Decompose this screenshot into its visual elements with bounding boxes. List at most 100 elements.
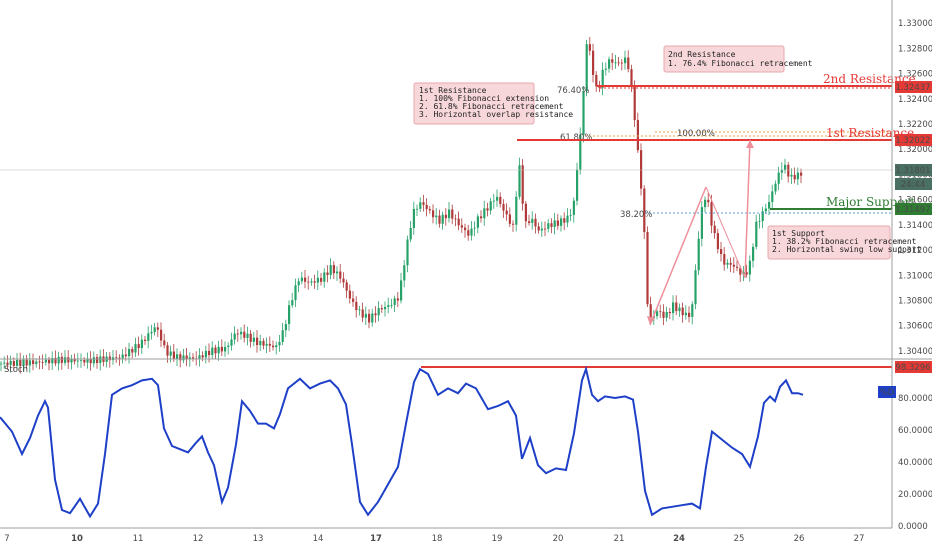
candle-body xyxy=(51,357,54,364)
price-tick-13: 1.30400 xyxy=(898,347,932,357)
candle-body xyxy=(732,264,735,267)
candle-body xyxy=(99,356,102,364)
candle-body xyxy=(256,337,259,346)
candle-body xyxy=(41,362,44,363)
second-resistance-value: 1.32437 xyxy=(895,83,930,93)
svg-text:1st Support: 1st Support xyxy=(772,229,825,238)
candle-body xyxy=(201,355,204,358)
candle-body xyxy=(86,358,89,363)
candle-body xyxy=(16,359,19,366)
candle-body xyxy=(745,272,748,275)
candle-body xyxy=(326,272,329,275)
candle-body xyxy=(752,246,755,261)
candle-body xyxy=(124,354,127,357)
candle-body xyxy=(262,340,265,346)
candle-body xyxy=(278,342,281,346)
price-tick-9: 1.31200 xyxy=(898,246,932,256)
candle-body xyxy=(716,233,719,250)
candle-body xyxy=(137,344,140,349)
candle-body xyxy=(243,331,246,338)
time-tick-2: 11 xyxy=(133,534,144,544)
candle-body xyxy=(790,174,793,177)
stoch-series-badge xyxy=(878,386,896,398)
candle-body xyxy=(294,285,297,301)
candle-body xyxy=(553,220,556,227)
candle-body xyxy=(464,227,467,231)
time-tick-1: 10 xyxy=(71,534,83,544)
stoch-series-label: %D xyxy=(880,388,895,398)
time-tick-13: 26 xyxy=(794,534,805,544)
candle-body xyxy=(396,298,399,301)
candle-body xyxy=(310,281,313,283)
stoch-tick-2: 40.0000 xyxy=(898,458,932,468)
candle-body xyxy=(537,226,540,231)
candle-body xyxy=(684,312,687,316)
last-price-value: 1.31801 xyxy=(895,166,930,176)
candle-body xyxy=(118,357,121,359)
price-axis[interactable]: 1.33000 1.32800 1.32600 1.32400 1.32200 1.320… xyxy=(878,0,932,528)
candle-body xyxy=(569,214,572,216)
price-panel[interactable]: 76.40% 61.80% 100.00% 38.20% 1st Resista… xyxy=(0,36,921,374)
candle-body xyxy=(707,199,710,203)
time-tick-7: 18 xyxy=(432,534,443,544)
candle-body xyxy=(153,327,156,332)
candle-body xyxy=(76,360,79,362)
candle-body xyxy=(496,196,499,201)
candle-body xyxy=(547,223,550,229)
candle-body xyxy=(592,50,595,75)
countdown-value: 24:44 xyxy=(901,180,926,190)
candle-body xyxy=(342,278,345,283)
candle-body xyxy=(384,307,387,310)
candle-body xyxy=(582,91,585,135)
candle-body xyxy=(576,169,579,201)
candle-body xyxy=(211,347,214,355)
stoch-tick-4: 80.0000 xyxy=(898,394,932,404)
svg-text:2. Horizontal swing low suppor: 2. Horizontal swing low support xyxy=(772,245,921,254)
candle-body xyxy=(179,354,182,361)
time-axis[interactable]: 7 10 11 12 13 14 17 18 19 20 21 24 25 26 27 xyxy=(0,527,892,544)
candle-body xyxy=(182,355,185,361)
candle-body xyxy=(531,218,534,223)
candle-body xyxy=(144,339,147,341)
price-tick-1: 1.32800 xyxy=(898,44,932,54)
stoch-panel[interactable]: Stoch 0.0000 20.0000 40.0000 60.0000 80.0000 xyxy=(0,365,932,532)
fib-label-61: 61.80% xyxy=(560,133,592,143)
candle-body xyxy=(208,350,211,355)
candle-body xyxy=(96,357,99,364)
candle-body xyxy=(710,202,713,226)
candle-body xyxy=(560,218,563,226)
candle-body xyxy=(329,265,332,275)
candle-body xyxy=(233,333,236,340)
candle-body xyxy=(528,221,531,223)
price-tick-2: 1.32600 xyxy=(898,70,932,80)
candle-body xyxy=(163,340,166,346)
candle-body xyxy=(480,216,483,219)
stoch-grid: 0.0000 20.0000 40.0000 60.0000 80.0000 xyxy=(898,394,932,532)
candle-body xyxy=(438,215,441,224)
first-resistance-callout: 1st Resistance 1. 100% Fibonacci extensi… xyxy=(413,82,573,125)
candle-body xyxy=(771,191,774,203)
price-tick-8: 1.31400 xyxy=(898,221,932,231)
fib-label-100: 100.00% xyxy=(677,129,715,139)
candle-body xyxy=(758,221,761,222)
candle-body xyxy=(720,249,723,255)
candle-body xyxy=(697,238,700,271)
candle-body xyxy=(800,172,803,176)
candle-body xyxy=(236,333,239,335)
candle-body xyxy=(793,174,796,180)
first-resistance-badge xyxy=(895,134,932,146)
candle-body xyxy=(6,362,9,365)
candle-body xyxy=(176,354,179,360)
stoch-tick-3: 60.0000 xyxy=(898,426,932,436)
candle-body xyxy=(601,69,604,88)
candle-body xyxy=(681,307,684,316)
stoch-peak-value: 98.3296 xyxy=(895,363,930,373)
svg-text:2. 61.8% Fibonacci retracement: 2. 61.8% Fibonacci retracement xyxy=(419,102,564,111)
candle-body xyxy=(220,346,223,352)
candle-body xyxy=(755,221,758,247)
candle-body xyxy=(668,311,671,314)
candle-body xyxy=(281,330,284,343)
candle-body xyxy=(604,68,607,70)
time-tick-8: 19 xyxy=(492,534,503,544)
